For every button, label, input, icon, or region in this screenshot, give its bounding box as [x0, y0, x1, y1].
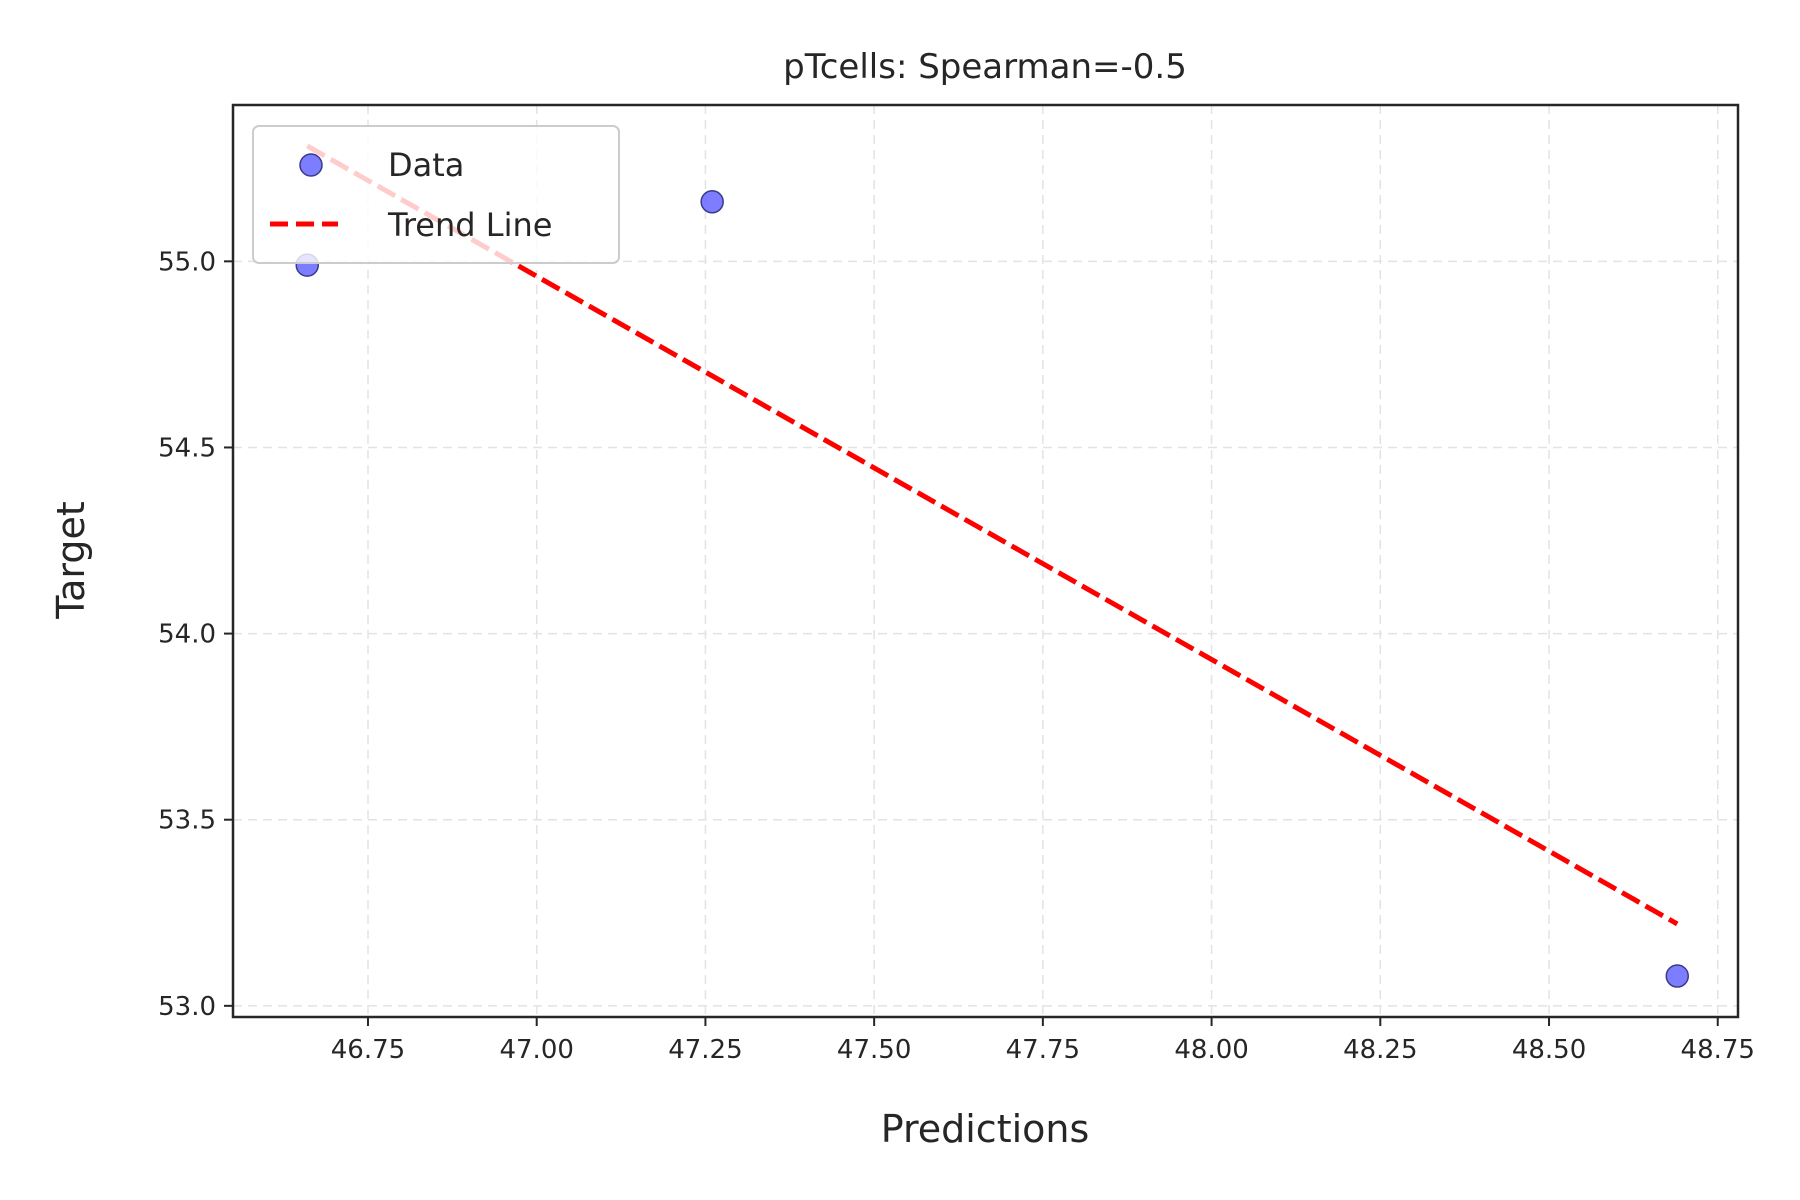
- legend-data-marker: [299, 153, 323, 177]
- x-tick-label: 47.50: [837, 1035, 911, 1065]
- y-tick-label: 54.5: [158, 433, 216, 463]
- x-tick-label: 47.25: [668, 1035, 742, 1065]
- x-tick-label: 48.00: [1174, 1035, 1248, 1065]
- data-point: [1665, 964, 1690, 988]
- y-tick-label: 55.0: [158, 247, 216, 277]
- legend-box: [252, 125, 620, 264]
- plot-frame: [231, 103, 1740, 1019]
- legend-trend-line-label: Trend Line: [387, 206, 552, 244]
- y-tick-label: 53.5: [158, 806, 216, 836]
- x-tick-label: 48.25: [1343, 1035, 1417, 1065]
- x-axis-label: Predictions: [881, 1107, 1090, 1151]
- x-tick-label: 47.00: [499, 1035, 573, 1065]
- axis-ticks: 46.75 47.00 47.25 47.50 47.75 48.00 48.25 48.50…: [158, 247, 1755, 1065]
- legend-data-label: Data: [388, 146, 464, 184]
- x-tick-label: 46.75: [331, 1035, 405, 1065]
- y-axis-label: Target: [49, 501, 93, 620]
- x-tick-label: 48.75: [1681, 1035, 1755, 1065]
- data-point: [700, 190, 724, 214]
- legend: Data Trend Line: [252, 125, 620, 264]
- x-tick-label: 48.50: [1512, 1035, 1586, 1065]
- plot-marks: [295, 143, 1690, 988]
- trend-line: [306, 143, 1679, 927]
- y-tick-label: 53.0: [158, 992, 216, 1022]
- chart-title: pTcells: Spearman=-0.5: [783, 47, 1187, 87]
- x-tick-label: 47.75: [1006, 1035, 1080, 1065]
- y-tick-label: 54.0: [158, 620, 216, 650]
